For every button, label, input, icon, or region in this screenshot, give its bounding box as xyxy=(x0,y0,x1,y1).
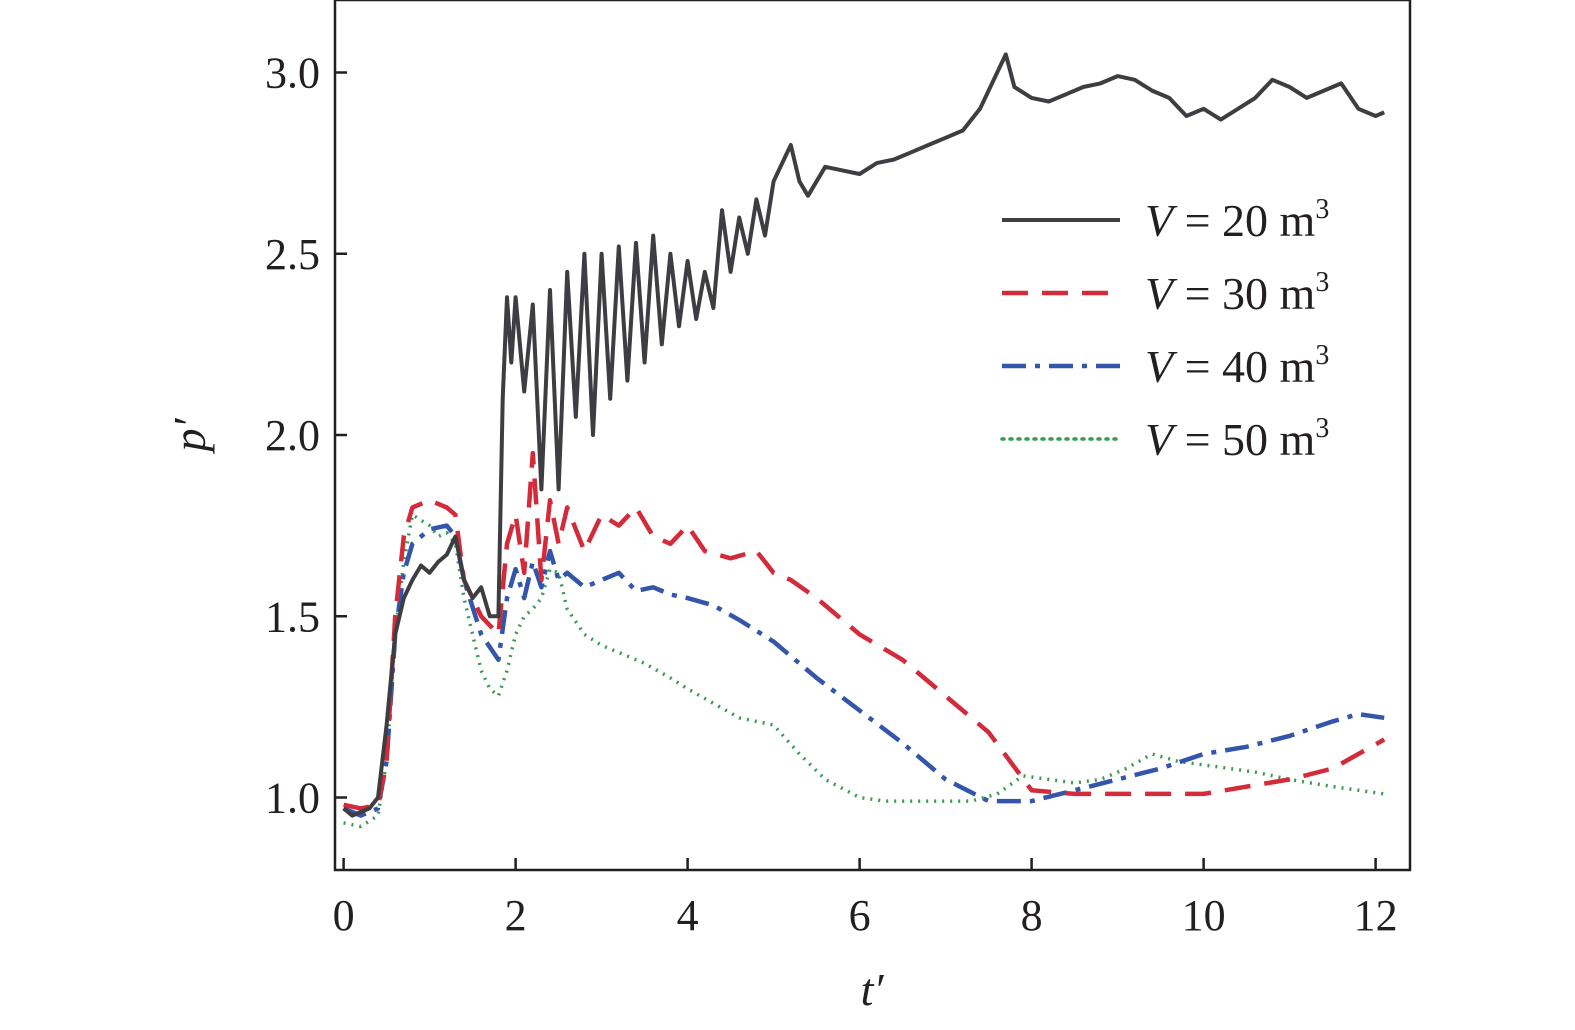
x-tick-label: 4 xyxy=(677,891,699,940)
x-tick-label: 6 xyxy=(849,891,871,940)
legend-exponent: 3 xyxy=(1315,267,1329,298)
legend-exponent: 3 xyxy=(1315,413,1329,444)
y-axis-label: p′ xyxy=(164,418,215,455)
y-axis: 1.0 1.5 2.0 2.5 3.0 xyxy=(265,49,347,823)
y-tick-label: 3.0 xyxy=(265,49,320,98)
legend-var: V xyxy=(1145,195,1178,246)
legend-value: = 20 m xyxy=(1173,195,1315,246)
legend-value: = 50 m xyxy=(1173,414,1315,465)
y-tick-label: 2.5 xyxy=(265,230,320,279)
y-tick-label: 2.0 xyxy=(265,411,320,460)
x-tick-label: 12 xyxy=(1354,891,1398,940)
legend-value: = 30 m xyxy=(1173,268,1315,319)
series-line-2 xyxy=(343,450,1386,811)
legend-var: V xyxy=(1145,268,1178,319)
x-tick-label: 8 xyxy=(1021,891,1043,940)
legend-label: V = 30 m3 xyxy=(1145,267,1329,319)
legend-exponent: 3 xyxy=(1315,340,1329,371)
series-layer xyxy=(342,52,1386,829)
x-tick-label: 10 xyxy=(1182,891,1226,940)
legend: V = 20 m3V = 30 m3V = 40 m3V = 50 m3 xyxy=(1000,194,1329,465)
series-line-1 xyxy=(342,52,1385,818)
legend-label: V = 50 m3 xyxy=(1145,413,1329,465)
legend-label: V = 40 m3 xyxy=(1145,340,1329,392)
x-axis: 0 2 4 6 8 10 12 xyxy=(333,858,1398,940)
legend-value: = 40 m xyxy=(1173,341,1315,392)
y-tick-label: 1.0 xyxy=(265,774,320,823)
x-tick-label: 0 xyxy=(333,891,355,940)
series-line-3 xyxy=(342,523,1385,818)
y-tick-label: 1.5 xyxy=(265,592,320,641)
legend-label: V = 20 m3 xyxy=(1145,194,1329,246)
x-axis-label: t′ xyxy=(861,964,885,1015)
legend-var: V xyxy=(1145,341,1178,392)
legend-exponent: 3 xyxy=(1315,194,1329,225)
x-tick-label: 2 xyxy=(505,891,527,940)
legend-var: V xyxy=(1145,414,1178,465)
